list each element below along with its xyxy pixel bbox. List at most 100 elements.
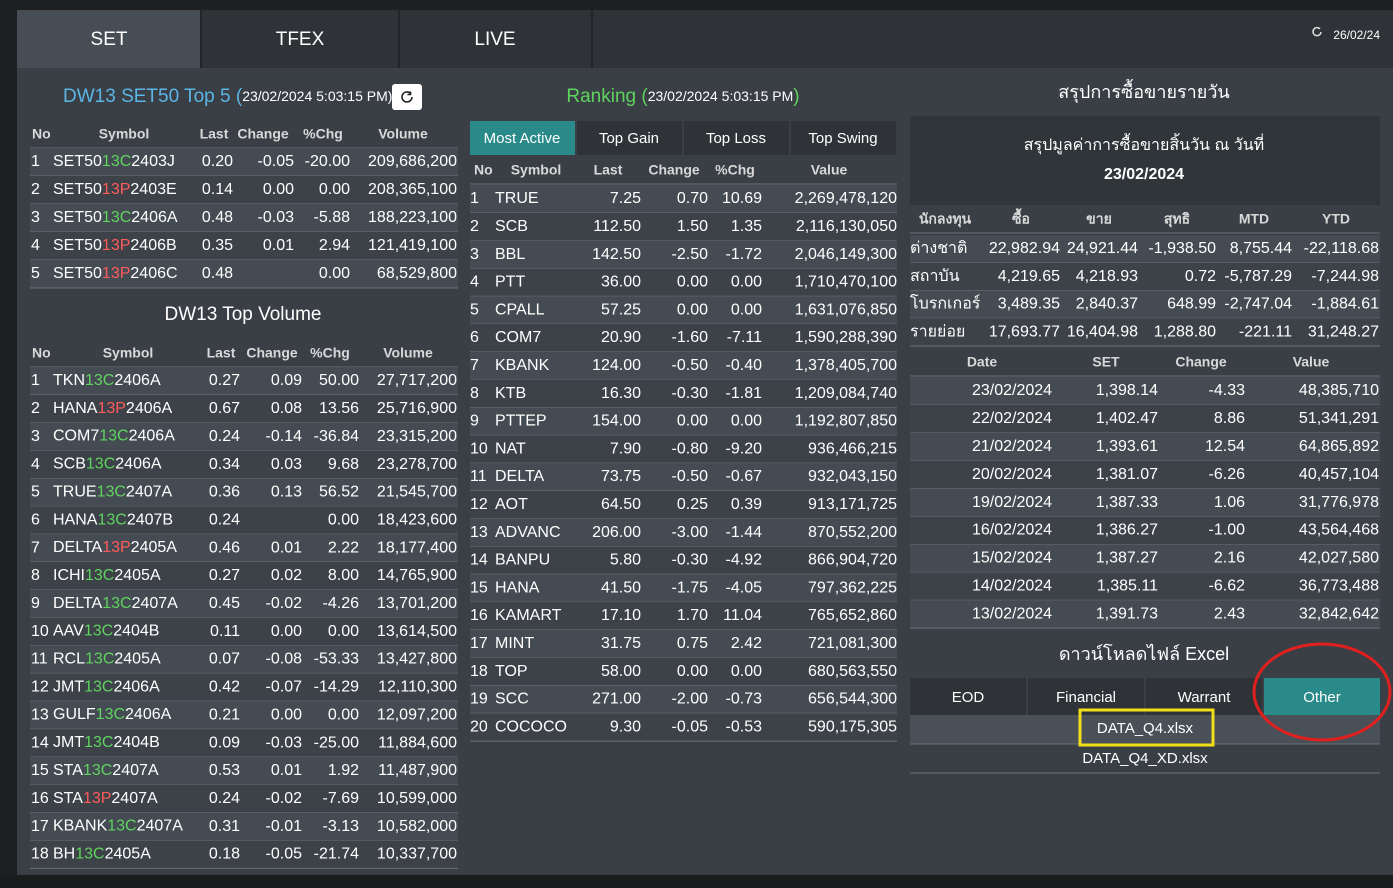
symbol: DELTA13C2407A <box>53 595 178 612</box>
symbol-part: GULF <box>53 706 96 723</box>
cell: -0.80 <box>672 440 709 457</box>
cell: 11,487,900 <box>378 762 457 779</box>
symbol-part: SET50 <box>53 265 102 282</box>
cell: -0.03 <box>258 209 295 226</box>
symbol: DELTA13P2405A <box>53 539 177 556</box>
symbol-part: STA <box>53 762 83 779</box>
excel-tab-label: EOD <box>952 689 985 706</box>
symbol-part: 2404B <box>113 734 159 751</box>
row-bg <box>470 351 897 380</box>
cell: 13,614,500 <box>377 623 457 640</box>
cell: 5 <box>31 484 40 501</box>
cell: 1.92 <box>328 762 359 779</box>
cell: 0.00 <box>731 663 762 680</box>
cell: 12,097,200 <box>377 706 457 723</box>
content: SET TFEX LIVE 26/02/24 DW13 SET50 Top 5 (23/… <box>30 28 1380 869</box>
cell: 13 <box>470 524 488 541</box>
title-text: Ranking ( <box>566 86 648 107</box>
cell: 0.09 <box>271 372 302 389</box>
cell: 5 <box>31 265 40 282</box>
cell: 0.48 <box>202 209 233 226</box>
symbol-part: 13P <box>102 181 130 198</box>
cell: 18 <box>470 663 488 680</box>
cell: -2.00 <box>672 691 709 708</box>
tab-active-bg <box>17 10 201 68</box>
cell: 18 <box>31 846 49 863</box>
excel-tab[interactable] <box>910 678 1026 715</box>
cell: 16,404.98 <box>1067 323 1138 340</box>
cell: 0.00 <box>319 181 350 198</box>
file-link[interactable]: DATA_Q4.xlsx <box>1097 720 1194 737</box>
cell: 142.50 <box>592 246 641 263</box>
cell: 23/02/2024 <box>972 382 1052 399</box>
section-title: DW13 SET50 Top 5 (23/02/2024 5:03:15 PM) <box>63 86 392 107</box>
symbol-part: 2407A <box>132 595 179 612</box>
symbol-part: 2403E <box>130 181 176 198</box>
excel-tab[interactable] <box>1264 678 1380 715</box>
row-bg <box>30 450 458 479</box>
cell: 4 <box>31 237 40 254</box>
cell: 0.48 <box>202 265 233 282</box>
symbol-part: 13C <box>84 679 113 696</box>
ranking-tab-label: Top Gain <box>599 130 659 147</box>
ranking-tab[interactable] <box>791 121 896 155</box>
cell: 23,278,700 <box>377 456 457 473</box>
cell: 14 <box>470 552 488 569</box>
cell: 8.00 <box>328 567 359 584</box>
cell: -25.00 <box>314 734 359 751</box>
updated-date: 26/02/24 <box>1333 28 1380 42</box>
tab-label[interactable]: LIVE <box>474 29 515 50</box>
cell: 12 <box>470 496 488 513</box>
column-header: No <box>32 126 51 142</box>
cell: -0.67 <box>726 468 763 485</box>
ranking-tab[interactable] <box>470 121 575 155</box>
cell: 0.00 <box>731 274 762 291</box>
cell: 14/02/2024 <box>972 578 1052 595</box>
title-text: ) <box>793 86 799 107</box>
cell: TOP <box>495 663 528 680</box>
cell: 866,904,720 <box>808 552 897 569</box>
cell: 0.72 <box>1185 268 1216 285</box>
cell: PTT <box>495 274 525 291</box>
cell: -2,747.04 <box>1224 296 1292 313</box>
cell: MINT <box>495 635 534 652</box>
symbol-part: 13C <box>97 511 126 528</box>
column-header: Volume <box>383 345 433 361</box>
cell: 36,773,488 <box>1299 578 1379 595</box>
cell: 8 <box>470 385 479 402</box>
cell: 31.75 <box>601 635 641 652</box>
symbol-part: 2406A <box>131 209 178 226</box>
row-bg <box>30 729 458 757</box>
symbol-part: 2406A <box>114 372 161 389</box>
row-bg <box>30 148 458 176</box>
row-bg <box>470 212 897 241</box>
row-bg <box>910 600 1380 629</box>
symbol: SET5013C2406A <box>53 209 178 226</box>
cell: 56.52 <box>319 484 359 501</box>
cell: 8,755.44 <box>1230 240 1292 257</box>
cell: NAT <box>495 440 526 457</box>
tab-label[interactable]: SET <box>91 29 128 50</box>
symbol: TRUE13C2407A <box>53 484 173 501</box>
cell: 0.00 <box>731 413 762 430</box>
cell: 14 <box>31 734 49 751</box>
column-header: ขาย <box>1086 211 1112 227</box>
refresh-button[interactable] <box>392 84 422 110</box>
symbol-part: 2404B <box>113 623 159 640</box>
cell: -4.05 <box>726 579 763 596</box>
cell: 590,175,305 <box>808 718 897 735</box>
row-bg <box>470 296 897 325</box>
cell: -20.00 <box>305 153 350 170</box>
tab-label[interactable]: TFEX <box>276 29 325 50</box>
cell: 0.39 <box>731 496 762 513</box>
cell: AOT <box>495 496 528 513</box>
cell: 0.20 <box>202 153 233 170</box>
cell: 7.90 <box>610 440 641 457</box>
cell: 4 <box>31 456 40 473</box>
ranking-tab[interactable] <box>684 121 789 155</box>
ranking-tab[interactable] <box>577 121 682 155</box>
file-link[interactable]: DATA_Q4_XD.xlsx <box>1082 750 1208 767</box>
cell: 1,209,084,740 <box>795 385 897 402</box>
symbol-part: DELTA <box>53 539 103 556</box>
symbol: SET5013C2403J <box>53 153 175 170</box>
